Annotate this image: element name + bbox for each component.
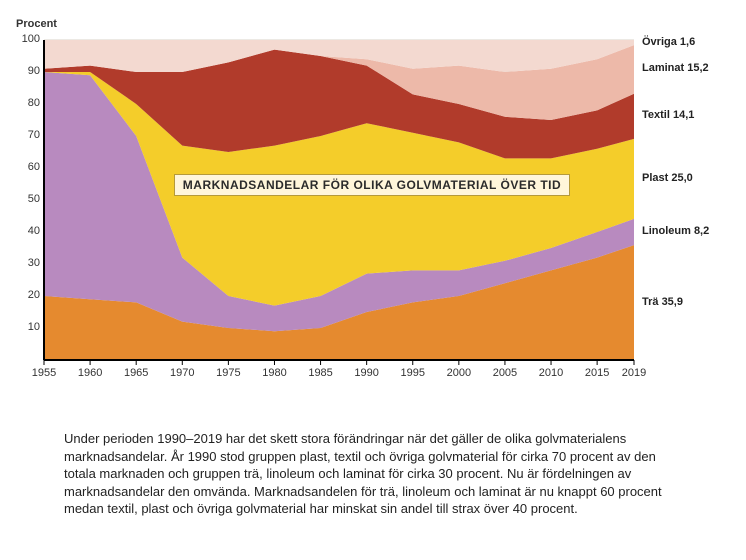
caption-text: Under perioden 1990–2019 har det skett s… (64, 430, 684, 518)
x-tick-label: 2005 (493, 367, 517, 379)
x-tick-label: 1990 (354, 367, 378, 379)
y-axis-title: Procent (16, 18, 57, 30)
x-tick-label: 2010 (539, 367, 563, 379)
x-tick-label: 1975 (216, 367, 240, 379)
chart-svg (14, 30, 732, 385)
x-tick-label: 2015 (585, 367, 609, 379)
y-tick-label: 10 (16, 321, 40, 333)
x-tick-label: 1985 (308, 367, 332, 379)
x-tick-label: 1980 (262, 367, 286, 379)
x-tick-label: 1955 (32, 367, 56, 379)
chart-title-box: MARKNADSANDELAR FÖR OLIKA GOLVMATERIAL Ö… (174, 174, 570, 196)
y-tick-label: 40 (16, 225, 40, 237)
x-tick-label: 1970 (170, 367, 194, 379)
y-tick-label: 60 (16, 161, 40, 173)
y-tick-label: 50 (16, 193, 40, 205)
series-end-label: Trä 35,9 (642, 296, 683, 308)
y-tick-label: 30 (16, 257, 40, 269)
series-end-label: Textil 14,1 (642, 109, 694, 121)
x-tick-label: 1995 (401, 367, 425, 379)
series-end-label: Laminat 15,2 (642, 62, 709, 74)
x-tick-label: 2000 (447, 367, 471, 379)
page: Procent 10 20 30 40 50 60 70 80 90 100 1955 1960 19… (0, 0, 746, 560)
x-tick-label: 2019 (622, 367, 646, 379)
y-tick-label: 20 (16, 289, 40, 301)
y-tick-label: 100 (16, 33, 40, 45)
y-tick-label: 90 (16, 65, 40, 77)
series-end-label: Övriga 1,6 (642, 36, 695, 48)
series-end-label: Plast 25,0 (642, 172, 693, 184)
series-end-label: Linoleum 8,2 (642, 225, 709, 237)
y-tick-label: 80 (16, 97, 40, 109)
y-tick-label: 70 (16, 129, 40, 141)
x-tick-label: 1965 (124, 367, 148, 379)
x-tick-label: 1960 (78, 367, 102, 379)
chart-area: Procent 102030405060708090100 1955196019… (14, 30, 732, 385)
